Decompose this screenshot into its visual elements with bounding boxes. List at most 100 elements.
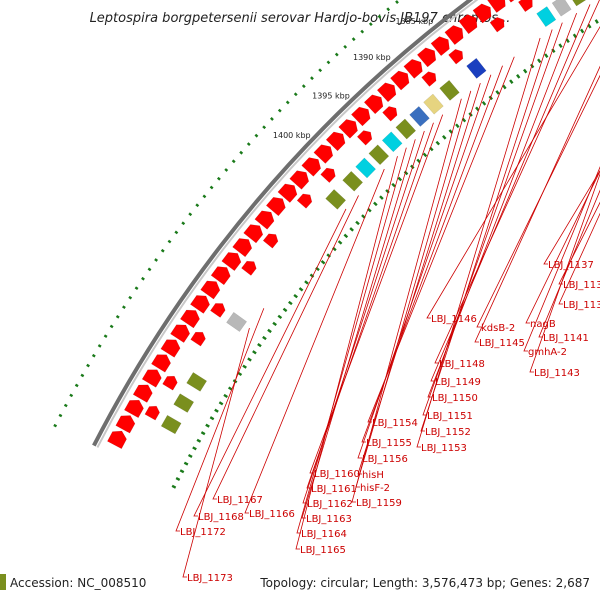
outer-tick [202,194,207,199]
outer-tick [277,108,282,113]
inner-tick [192,446,197,451]
forward-cds [489,16,505,33]
gene-label: LBJ_1146 [431,314,477,325]
inner-tick [355,220,360,226]
label-leader-line [244,168,385,514]
forward-cds [115,415,136,434]
forward-cds [170,324,191,343]
inner-tick [502,84,507,90]
inner-tick [530,63,535,69]
feature-block [355,157,377,179]
inner-tick [572,33,578,39]
gene-label: LBJ_1154 [372,418,418,429]
forward-cds [179,309,200,329]
label-leader-line [357,74,492,459]
forward-cds [390,70,410,91]
label-leader-line [543,170,600,265]
gene-label: LBJ_1150 [432,393,478,404]
gene-label: LBJ_1163 [306,514,352,525]
label-leader-line [523,166,600,352]
label-leader-line [529,172,600,373]
label-leader-line [427,12,578,398]
feature-block [395,118,417,140]
forward-cds [472,3,492,24]
outer-tick [53,423,58,428]
inner-tick [227,386,233,391]
scale-label: 1400 kbp [273,131,311,140]
forward-cds [200,280,221,300]
inner-tick [391,182,396,188]
inner-tick [196,438,202,443]
gene-label: LBJ_1155 [366,438,412,449]
forward-cds [376,82,397,103]
inner-tick [544,53,549,59]
inner-tick [422,152,428,158]
forward-cds [265,196,286,217]
gene-label: gmhA-2 [528,347,567,358]
inner-tick [475,106,480,112]
label-leader-line [538,189,600,338]
scale-labels: 1355 kbp1360 kbp1365 kbp1370 kbp1375 kbp… [273,17,433,140]
inner-tick [558,43,563,48]
feature-block [439,79,460,101]
outer-tick [368,22,373,27]
inner-tick [179,469,185,474]
inner-tick [565,38,570,44]
inner-tick [288,300,293,306]
outer-tick [122,305,126,310]
label-leader-line [434,0,600,364]
inner-tick [218,401,224,406]
gene-label: LBJ_1164 [301,529,347,540]
feature-block [160,414,182,435]
outer-tick [74,383,79,388]
backbone-inner [96,0,479,448]
feature-block [342,170,364,192]
forward-cds [141,369,162,388]
forward-cds [221,252,242,272]
gene-label: LBJ_1160 [314,469,360,480]
outer-tick [109,324,114,329]
inner-tick [242,364,247,369]
inner-tick [594,19,599,24]
inner-tick [298,287,304,292]
forward-cds [338,119,358,139]
outer-tick [395,0,399,4]
gene-label: kdsB-2 [481,323,515,334]
forward-cds [350,106,371,127]
inner-tick [257,343,262,348]
label-leader-line [558,201,600,285]
outer-tick [293,92,298,97]
forward-cds [313,144,334,164]
label-leader-line [295,156,398,550]
position-ticks [53,0,599,489]
inner-tick [537,58,542,64]
gene-labels: LBJ_1137 LBJ_1138 LBJ_1139 nagB LBJ_1141 gmhA… [180,260,600,584]
forward-cds [403,58,423,79]
forward-cds [262,233,279,249]
outer-tick [285,100,290,105]
inner-tick [461,117,467,123]
inner-tick [277,314,283,320]
outer-tick [134,286,139,291]
forward-cds [448,49,464,65]
gene-label: LBJ_1166 [249,509,295,520]
inner-tick [309,273,315,278]
gene-label: LBJ_1161 [311,484,357,495]
inner-tick [183,461,189,466]
outer-tick [174,230,179,235]
inner-tick [171,484,177,489]
label-leader-line [301,139,416,519]
summary-label: Topology: circular; Length: 3,576,473 bp… [259,576,590,590]
label-leader-line [182,327,250,578]
forward-cds [421,71,437,87]
scale-label: 1395 kbp [312,91,350,100]
legend-swatch [0,574,6,590]
label-leader-line [351,98,462,503]
forward-cds [296,193,313,209]
feature-block [409,106,430,127]
feature-block [423,93,444,115]
inner-tick [209,416,215,421]
outer-tick [154,258,159,262]
reverse-features [160,0,587,435]
